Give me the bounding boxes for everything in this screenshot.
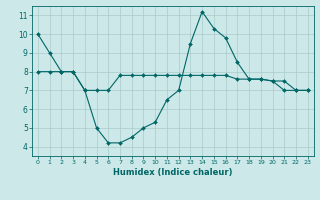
X-axis label: Humidex (Indice chaleur): Humidex (Indice chaleur) — [113, 168, 233, 177]
